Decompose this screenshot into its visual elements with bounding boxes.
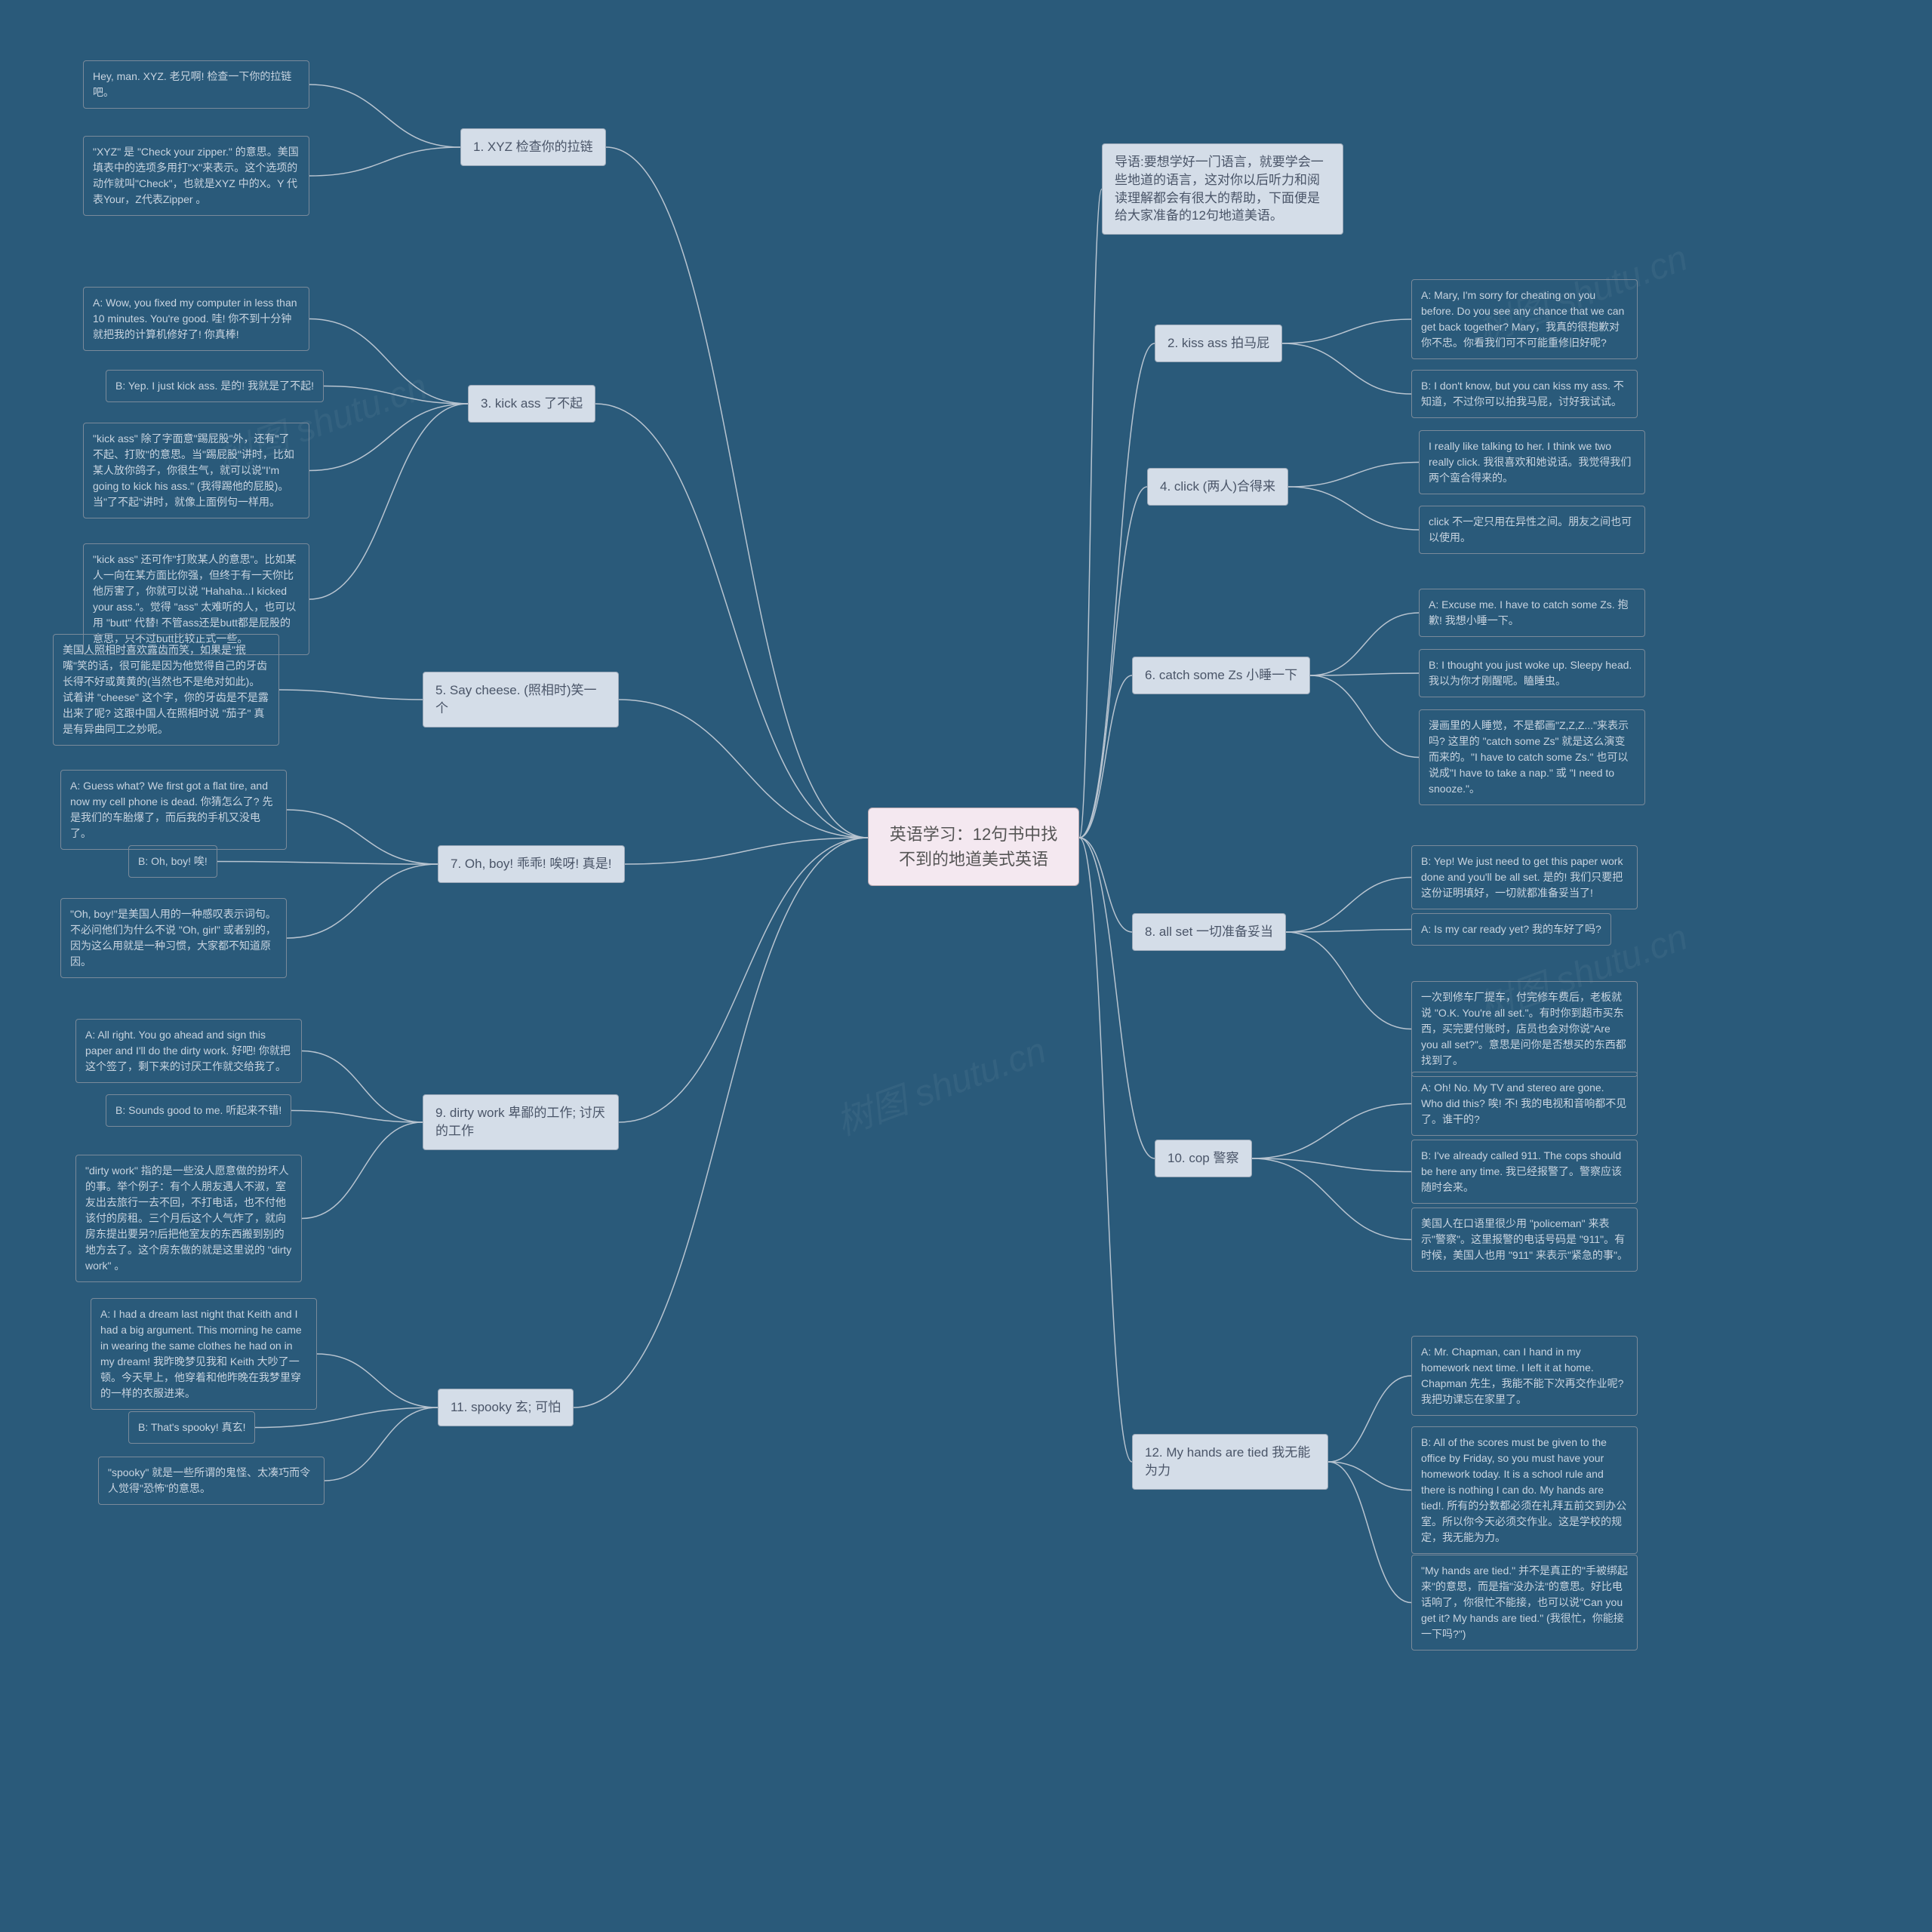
leaf-node: "XYZ" 是 "Check your zipper." 的意思。美国填表中的选… [83, 136, 309, 216]
leaf-node: 一次到修车厂提车，付完修车费后，老板就说 "O.K. You're all se… [1411, 981, 1638, 1077]
leaf-node: I really like talking to her. I think we… [1419, 430, 1645, 494]
topic-node: 导语:要想学好一门语言，就要学会一些地道的语言，这对你以后听力和阅读理解都会有很… [1102, 143, 1343, 235]
topic-node: 12. My hands are tied 我无能为力 [1132, 1434, 1328, 1490]
topic-node: 3. kick ass 了不起 [468, 385, 595, 423]
center-topic: 英语学习：12句书中找不到的地道美式英语 [868, 808, 1079, 886]
leaf-node: A: I had a dream last night that Keith a… [91, 1298, 317, 1410]
leaf-node: click 不一定只用在异性之间。朋友之间也可以使用。 [1419, 506, 1645, 554]
leaf-node: "spooky" 就是一些所谓的鬼怪、太凑巧而令人觉得"恐怖"的意思。 [98, 1457, 325, 1505]
leaf-node: B: I thought you just woke up. Sleepy he… [1419, 649, 1645, 697]
leaf-node: A: Guess what? We first got a flat tire,… [60, 770, 287, 850]
leaf-node: B: That's spooky! 真玄! [128, 1411, 255, 1444]
leaf-node: B: Oh, boy! 唉! [128, 845, 217, 878]
leaf-node: B: I've already called 911. The cops sho… [1411, 1140, 1638, 1204]
leaf-node: A: Wow, you fixed my computer in less th… [83, 287, 309, 351]
topic-node: 8. all set 一切准备妥当 [1132, 913, 1286, 951]
leaf-node: B: Sounds good to me. 听起来不错! [106, 1094, 291, 1127]
topic-node: 9. dirty work 卑鄙的工作; 讨厌的工作 [423, 1094, 619, 1150]
topic-node: 5. Say cheese. (照相时)笑一个 [423, 672, 619, 728]
leaf-node: B: Yep! We just need to get this paper w… [1411, 845, 1638, 909]
leaf-node: Hey, man. XYZ. 老兄啊! 检查一下你的拉链吧。 [83, 60, 309, 109]
leaf-node: B: All of the scores must be given to th… [1411, 1426, 1638, 1554]
leaf-node: B: I don't know, but you can kiss my ass… [1411, 370, 1638, 418]
watermark: 树图 shutu.cn [828, 1020, 1052, 1145]
topic-node: 7. Oh, boy! 乖乖! 唉呀! 真是! [438, 845, 625, 883]
leaf-node: 美国人照相时喜欢露齿而笑，如果是"抿嘴"笑的话，很可能是因为他觉得自己的牙齿长得… [53, 634, 279, 746]
leaf-node: A: Is my car ready yet? 我的车好了吗? [1411, 913, 1611, 946]
leaf-node: "My hands are tied." 并不是真正的"手被绑起来"的意思，而是… [1411, 1555, 1638, 1651]
leaf-node: B: Yep. I just kick ass. 是的! 我就是了不起! [106, 370, 324, 402]
leaf-node: A: Mary, I'm sorry for cheating on you b… [1411, 279, 1638, 359]
leaf-node: "Oh, boy!"是美国人用的一种感叹表示词句。不必问他们为什么不说 "Oh,… [60, 898, 287, 978]
leaf-node: 美国人在口语里很少用 "policeman" 来表示"警察"。这里报警的电话号码… [1411, 1208, 1638, 1272]
leaf-node: A: Oh! No. My TV and stereo are gone. Wh… [1411, 1072, 1638, 1136]
leaf-node: A: All right. You go ahead and sign this… [75, 1019, 302, 1083]
leaf-node: A: Excuse me. I have to catch some Zs. 抱… [1419, 589, 1645, 637]
leaf-node: 漫画里的人睡觉，不是都画"Z,Z,Z..."来表示吗? 这里的 "catch s… [1419, 709, 1645, 805]
topic-node: 4. click (两人)合得来 [1147, 468, 1288, 506]
topic-node: 10. cop 警察 [1155, 1140, 1252, 1177]
leaf-node: A: Mr. Chapman, can I hand in my homewor… [1411, 1336, 1638, 1416]
leaf-node: "dirty work" 指的是一些没人愿意做的扮坏人的事。举个例子：有个人朋友… [75, 1155, 302, 1282]
topic-node: 1. XYZ 检查你的拉链 [460, 128, 606, 166]
topic-node: 11. spooky 玄; 可怕 [438, 1389, 574, 1426]
leaf-node: "kick ass" 除了字面意"踢屁股"外，还有"了不起、打败"的意思。当"踢… [83, 423, 309, 518]
topic-node: 2. kiss ass 拍马屁 [1155, 325, 1282, 362]
topic-node: 6. catch some Zs 小睡一下 [1132, 657, 1310, 694]
